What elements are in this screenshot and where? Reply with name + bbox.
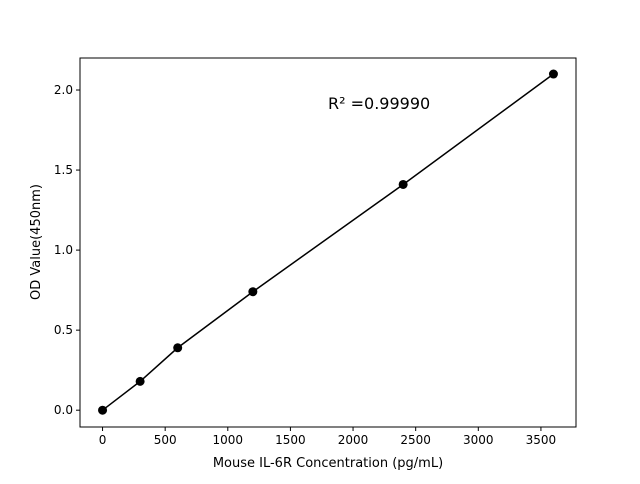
y-tick-label: 2.0 (54, 83, 73, 97)
y-tick-label: 0.5 (54, 323, 73, 337)
y-ticks: 0.0 0.5 1.0 1.5 2.0 (54, 83, 80, 417)
plot-area (79, 57, 577, 428)
data-point (98, 405, 108, 415)
x-tick-label: 3000 (463, 433, 494, 447)
r-squared-annotation: R² =0.99990 (328, 94, 430, 113)
data-point (173, 343, 183, 353)
y-tick-label: 1.5 (54, 163, 73, 177)
x-tick-label: 2000 (338, 433, 369, 447)
y-tick-label: 0.0 (54, 403, 73, 417)
x-tick-label: 3500 (526, 433, 557, 447)
x-tick-label: 1000 (213, 433, 244, 447)
x-tick-label: 0 (99, 433, 107, 447)
data-point (135, 376, 145, 386)
x-tick-label: 2500 (400, 433, 431, 447)
data-point (398, 179, 408, 189)
y-axis-label: OD Value(450nm) (29, 184, 44, 300)
data-point (248, 287, 258, 297)
x-tick-label: 1500 (275, 433, 306, 447)
x-tick-label: 500 (154, 433, 177, 447)
x-axis-label: Mouse IL-6R Concentration (pg/mL) (213, 456, 443, 471)
series-marks (98, 69, 558, 415)
data-point (548, 69, 558, 79)
y-tick-label: 1.0 (54, 243, 73, 257)
series-line (102, 73, 554, 411)
x-ticks: 0 500 1000 1500 2000 2500 3000 3500 (99, 427, 556, 447)
